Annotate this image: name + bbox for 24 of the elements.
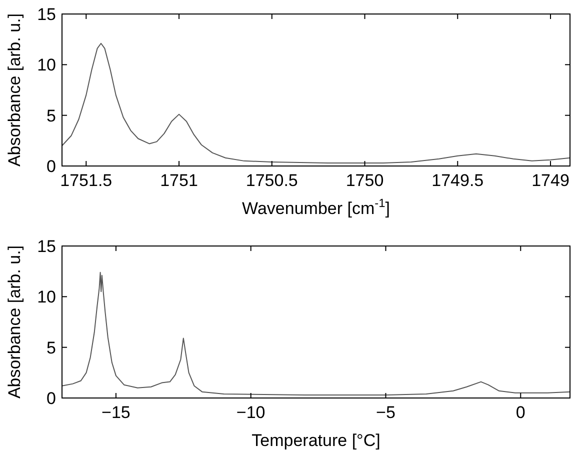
y-tick-label: 0 bbox=[46, 157, 56, 176]
y-tick-label: 15 bbox=[37, 5, 56, 24]
y-tick-label: 0 bbox=[46, 389, 56, 408]
y-tick-label: 10 bbox=[37, 288, 56, 307]
y-tick-label: 5 bbox=[46, 106, 56, 126]
y-tick-label: 15 bbox=[37, 237, 56, 256]
x-axis-title: Wavenumber [cm$^{-1}$] bbox=[242, 196, 390, 218]
line-series bbox=[62, 272, 570, 396]
x-tick-label: 1750 bbox=[346, 171, 384, 190]
x-tick-label: 1749 bbox=[532, 171, 570, 190]
x-tick-label: −15 bbox=[102, 403, 130, 422]
x-axis-title: Temperature [°C] bbox=[252, 431, 380, 450]
line-series bbox=[62, 42, 570, 164]
x-tick-label: 1750.5 bbox=[246, 171, 298, 190]
x-tick-label: −5 bbox=[376, 403, 396, 422]
x-tick-label: 1751 bbox=[160, 171, 198, 190]
y-axis-title: Absorbance [arb. u.] bbox=[5, 245, 24, 399]
x-tick-label: 1749.5 bbox=[432, 171, 484, 190]
x-tick-label: −10 bbox=[236, 403, 266, 422]
y-tick-label: 5 bbox=[46, 338, 56, 358]
y-axis-title: Absorbance [arb. u.] bbox=[5, 13, 24, 167]
y-tick-label: 10 bbox=[37, 56, 56, 75]
x-tick-label: 0 bbox=[516, 403, 526, 422]
x-tick-label: 1751.5 bbox=[60, 171, 112, 190]
